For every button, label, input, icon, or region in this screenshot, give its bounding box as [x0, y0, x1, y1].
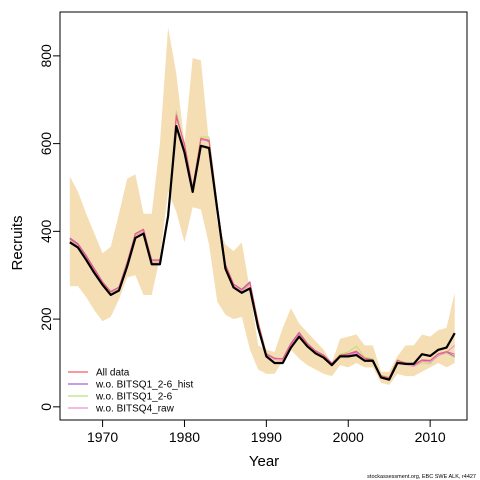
y-axis-title: Recruits: [9, 215, 26, 270]
y-tick-label: 600: [38, 132, 54, 156]
x-tick-label: 1970: [87, 429, 118, 445]
legend-label: w.o. BITSQ4_raw: [95, 404, 175, 415]
legend-label: w.o. BITSQ1_2-6: [95, 392, 173, 403]
y-tick-label: 200: [38, 307, 54, 331]
legend-label: All data: [96, 368, 130, 379]
legend-item: w.o. BITSQ1_2-6_hist: [68, 380, 193, 391]
x-tick-label: 1990: [251, 429, 282, 445]
credit-text: stockassessment.org, EBC SWE ALK, r4427: [367, 474, 476, 480]
legend-label: w.o. BITSQ1_2-6_hist: [95, 380, 193, 391]
confidence-band: [69, 27, 455, 385]
x-tick-label: 2010: [415, 429, 446, 445]
y-tick-label: 0: [38, 403, 54, 411]
y-tick-label: 800: [38, 44, 54, 68]
legend-item: All data: [68, 368, 130, 379]
y-tick-label: 400: [38, 219, 54, 243]
y-axis: 0 200 400 600 800: [38, 44, 60, 411]
x-axis-title: Year: [249, 453, 279, 470]
legend-item: w.o. BITSQ1_2-6: [68, 392, 173, 403]
x-tick-label: 1980: [169, 429, 200, 445]
series-line-main: [69, 124, 456, 381]
legend-item: w.o. BITSQ4_raw: [68, 404, 175, 415]
series-lines-layer: [69, 110, 456, 381]
x-tick-label: 2000: [333, 429, 364, 445]
x-axis: 1970 1980 1990 2000 2010: [87, 420, 446, 445]
plot-frame: [59, 11, 468, 421]
confidence-band-layer: [69, 27, 455, 385]
